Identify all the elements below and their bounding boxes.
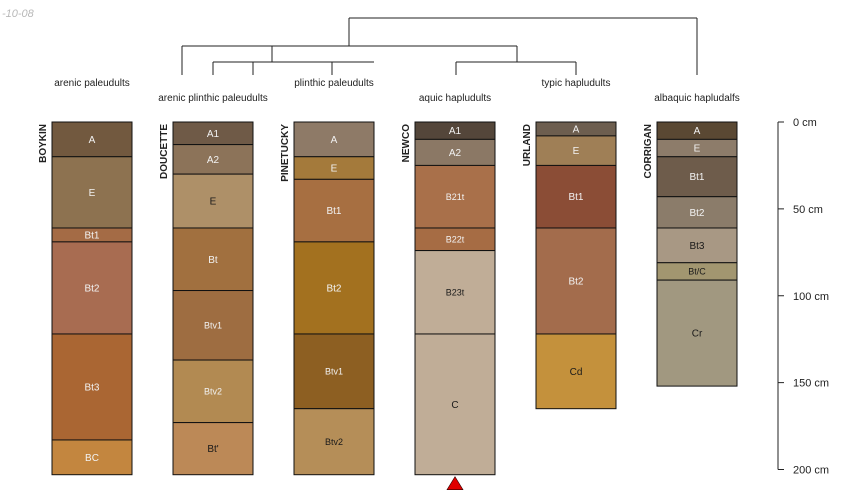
depth-tick-label: 50 cm: [793, 204, 823, 216]
group-label: arenic plinthic paleudults: [158, 93, 268, 104]
group-label: albaquic hapludalfs: [654, 93, 740, 104]
profile-corrigan: CORRIGAN AE Bt1 Bt2 Bt3 Bt/C Cr: [643, 121, 738, 387]
horizon-block: [51, 439, 133, 476]
group-labels: arenic paleudults arenic plinthic paleudu…: [54, 78, 740, 104]
horizon-label: Bt1: [689, 172, 704, 183]
group-label: typic hapludults: [542, 78, 611, 89]
horizon-block: [414, 250, 496, 335]
horizon-block: [293, 178, 375, 243]
horizon-label: Bt3: [84, 382, 99, 393]
dendrogram: [181, 17, 698, 75]
profile-name: BOYKIN: [38, 124, 49, 163]
horizon-label: Bt1: [326, 206, 341, 217]
horizon-block: [172, 422, 254, 476]
horizon-label: Bt': [207, 444, 218, 455]
horizon-block: [656, 279, 738, 387]
horizon-block: [293, 408, 375, 476]
horizon-label: Bt2: [689, 208, 704, 219]
horizon-label: E: [694, 144, 701, 155]
horizon-label: C: [451, 400, 458, 411]
date-stamp: -10-08: [2, 8, 34, 20]
horizon-label: Cd: [570, 367, 583, 378]
horizon-label: B22t: [446, 234, 465, 244]
horizon-block: [172, 359, 254, 424]
horizon-block: [51, 241, 133, 335]
horizon-label: Btv1: [204, 320, 222, 330]
horizon-block: [656, 196, 738, 229]
horizon-label: Bt2: [568, 276, 583, 287]
horizon-label: Btv2: [325, 437, 343, 447]
horizon-label: BC: [85, 453, 99, 464]
horizon-label: Bt3: [689, 241, 704, 252]
profile-doucette: DOUCETTE A1 A2 E Bt Btv1 Btv2 Bt': [159, 121, 254, 476]
horizon-label: A1: [207, 129, 220, 140]
profile-newco: NEWCO A1 A2 B21t B22t B23t C: [401, 121, 496, 491]
group-label: plinthic paleudults: [294, 78, 374, 89]
horizon-block: [414, 164, 496, 229]
depth-tick-label: 150 cm: [793, 378, 829, 390]
profile-name: CORRIGAN: [643, 124, 654, 178]
horizon-block: [535, 333, 617, 410]
group-label: arenic paleudults: [54, 78, 130, 89]
horizon-block: [172, 173, 254, 229]
horizon-label: A: [694, 126, 701, 137]
depth-tick-label: 200 cm: [793, 465, 829, 477]
horizon-label: A: [331, 135, 338, 146]
truncation-marker-icon: [446, 476, 464, 491]
horizon-block: [535, 227, 617, 335]
horizon-label: B23t: [446, 287, 465, 297]
horizon-block: [293, 121, 375, 158]
horizon-block: [656, 156, 738, 198]
horizon-label: E: [573, 146, 580, 157]
horizon-label: E: [331, 164, 338, 175]
horizon-block: [172, 227, 254, 292]
horizon-block: [656, 227, 738, 264]
horizon-label: A: [573, 124, 580, 135]
depth-axis: 0 cm 50 cm 100 cm 150 cm 200 cm: [777, 117, 829, 477]
profile-pinetucky: PINETUCKY A E Bt1 Bt2 Btv1 Btv2: [280, 121, 375, 476]
horizon-block: [414, 333, 496, 476]
horizon-block: [535, 135, 617, 166]
profile-name: URLAND: [522, 124, 533, 166]
depth-tick-label: 100 cm: [793, 291, 829, 303]
horizon-label: Bt2: [326, 283, 341, 294]
horizon-label: Bt1: [84, 230, 99, 241]
horizon-label: B21t: [446, 192, 465, 202]
profile-urland: URLAND AE Bt1 Bt2 Cd: [522, 121, 617, 410]
horizon-label: Bt: [208, 255, 218, 266]
horizon-label: E: [89, 188, 96, 199]
horizon-label: Cr: [692, 329, 703, 340]
horizon-block: [51, 156, 133, 229]
horizon-label: Bt1: [568, 192, 583, 203]
horizon-label: A2: [207, 155, 220, 166]
horizon-block: [535, 164, 617, 229]
profile-name: NEWCO: [401, 124, 412, 163]
profile-name: DOUCETTE: [159, 124, 170, 179]
horizon-label: E: [210, 197, 217, 208]
horizon-label: Bt/C: [688, 267, 706, 277]
horizon-label: A: [89, 135, 96, 146]
profile-name: PINETUCKY: [280, 124, 291, 182]
horizon-label: A2: [449, 148, 462, 159]
depth-tick-label: 0 cm: [793, 117, 817, 129]
horizon-block: [293, 333, 375, 410]
horizon-label: Bt2: [84, 283, 99, 294]
profile-boykin: BOYKIN A E Bt1 Bt2 Bt3 BC: [38, 121, 133, 476]
horizon-block: [172, 290, 254, 361]
horizon-label: A1: [449, 126, 462, 137]
group-label: aquic hapludults: [419, 93, 491, 104]
horizon-label: Btv2: [204, 386, 222, 396]
horizon-label: Btv1: [325, 366, 343, 376]
horizon-block: [293, 241, 375, 335]
horizon-block: [414, 138, 496, 166]
